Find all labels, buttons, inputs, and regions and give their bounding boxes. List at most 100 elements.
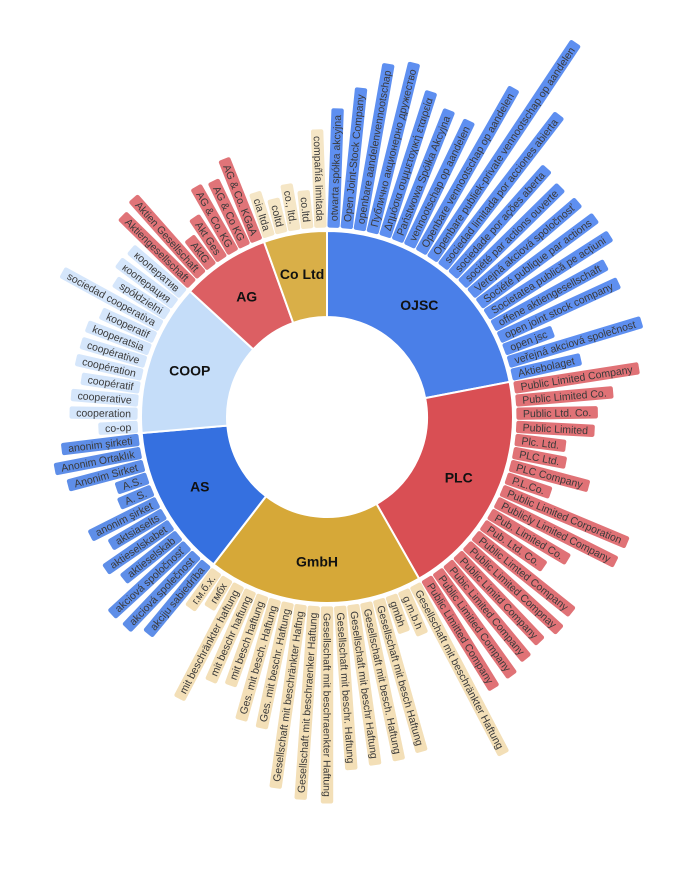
leaf-bar[interactable]: coltd — [266, 196, 289, 235]
leaf-bar[interactable]: co-op — [97, 419, 139, 436]
leaf-rect[interactable] — [479, 519, 548, 573]
leaf-rect[interactable] — [333, 604, 359, 772]
leaf-rect[interactable] — [173, 581, 245, 702]
leaf-rect[interactable] — [415, 85, 520, 256]
leaf-rect[interactable] — [114, 257, 179, 310]
parent-arc[interactable] — [212, 494, 421, 604]
leaf-rect[interactable] — [490, 258, 610, 332]
leaf-bar[interactable]: otwarta spółka akcyjna — [326, 107, 345, 229]
leaf-rect[interactable] — [372, 597, 429, 754]
leaf-rect[interactable] — [218, 156, 263, 244]
leaf-rect[interactable] — [266, 196, 289, 235]
leaf-rect[interactable] — [59, 266, 165, 332]
leaf-rect[interactable] — [339, 86, 368, 230]
leaf-rect[interactable] — [385, 592, 411, 635]
leaf-rect[interactable] — [248, 190, 276, 239]
leaf-rect[interactable] — [293, 604, 321, 801]
leaf-bar[interactable]: Public Ltd. Co. — [515, 405, 599, 421]
leaf-rect[interactable] — [493, 496, 619, 568]
leaf-rect[interactable] — [126, 244, 188, 299]
leaf-bar[interactable]: Plc. Ltd. — [513, 433, 568, 453]
leaf-bar[interactable]: cooperation — [68, 405, 139, 421]
leaf-rect[interactable] — [98, 307, 158, 344]
leaf-bar[interactable]: cooperative — [69, 388, 140, 408]
parent-arc[interactable] — [375, 380, 514, 580]
segment-coop[interactable]: COOP — [140, 289, 255, 435]
leaf-rect[interactable] — [501, 325, 556, 356]
leaf-rect[interactable] — [326, 107, 345, 229]
leaf-rect[interactable] — [447, 164, 552, 280]
leaf-rect[interactable] — [486, 508, 572, 566]
segment-co-ltd[interactable]: Co Ltd — [262, 229, 328, 325]
leaf-rect[interactable] — [60, 433, 141, 456]
leaf-rect[interactable] — [87, 496, 161, 542]
leaf-rect[interactable] — [442, 559, 532, 664]
leaf-rect[interactable] — [224, 592, 269, 689]
leaf-rect[interactable] — [471, 530, 577, 618]
segment-plc[interactable]: PLC — [375, 380, 514, 580]
leaf-rect[interactable] — [515, 405, 599, 421]
leaf-rect[interactable] — [184, 234, 217, 272]
parent-arc[interactable] — [262, 229, 328, 325]
segment-gmbh[interactable]: GmbH — [212, 494, 421, 604]
leaf-rect[interactable] — [496, 276, 622, 344]
leaf-rect[interactable] — [504, 471, 553, 500]
leaf-rect[interactable] — [352, 62, 396, 232]
leaf-rect[interactable] — [346, 603, 383, 767]
leaf-rect[interactable] — [509, 352, 583, 382]
leaf-rect[interactable] — [421, 574, 501, 692]
leaf-rect[interactable] — [101, 519, 175, 576]
leaf-bar[interactable]: co., ltd. — [279, 182, 302, 232]
leaf-rect[interactable] — [403, 118, 476, 250]
leaf-rect[interactable] — [68, 405, 139, 421]
leaf-rect[interactable] — [53, 446, 143, 476]
leaf-rect[interactable] — [514, 385, 615, 408]
leaf-rect[interactable] — [365, 61, 421, 235]
leaf-rect[interactable] — [207, 178, 251, 250]
leaf-rect[interactable] — [184, 567, 222, 613]
leaf-rect[interactable] — [190, 183, 239, 256]
leaf-rect[interactable] — [121, 550, 202, 634]
leaf-rect[interactable] — [84, 319, 153, 357]
leaf-rect[interactable] — [499, 484, 631, 549]
leaf-rect[interactable] — [483, 230, 614, 321]
segment-ojsc[interactable]: OJSC — [326, 229, 511, 400]
leaf-rect[interactable] — [79, 371, 142, 395]
leaf-rect[interactable] — [409, 581, 510, 757]
leaf-rect[interactable] — [142, 559, 212, 639]
leaf-rect[interactable] — [426, 39, 582, 264]
leaf-rect[interactable] — [432, 567, 518, 680]
leaf-rect[interactable] — [512, 361, 641, 395]
leaf-rect[interactable] — [66, 459, 146, 492]
leaf-rect[interactable] — [204, 587, 257, 685]
leaf-bar[interactable]: Public Limited — [515, 419, 596, 438]
leaf-rect[interactable] — [107, 508, 168, 551]
leaf-rect[interactable] — [452, 550, 545, 647]
leaf-rect[interactable] — [437, 111, 565, 272]
leaf-rect[interactable] — [506, 315, 644, 369]
leaf-rect[interactable] — [296, 189, 315, 230]
leaf-rect[interactable] — [74, 353, 145, 382]
leaf-rect[interactable] — [117, 211, 197, 290]
leaf-rect[interactable] — [203, 574, 233, 612]
leaf-rect[interactable] — [378, 89, 438, 239]
leaf-rect[interactable] — [255, 600, 295, 731]
leaf-rect[interactable] — [279, 182, 302, 232]
leaf-rect[interactable] — [320, 605, 335, 805]
leaf-rect[interactable] — [79, 336, 148, 369]
leaf-rect[interactable] — [128, 193, 207, 280]
leaf-rect[interactable] — [515, 419, 596, 438]
leaf-rect[interactable] — [119, 530, 183, 585]
leaf-rect[interactable] — [310, 128, 328, 229]
leaf-rect[interactable] — [466, 197, 583, 300]
leaf-bar[interactable]: compañía limitada — [310, 128, 328, 229]
leaf-bar[interactable]: A.S. — [114, 471, 150, 495]
leaf-rect[interactable] — [475, 212, 600, 310]
leaf-rect[interactable] — [234, 597, 282, 723]
leaf-rect[interactable] — [513, 433, 568, 453]
leaf-rect[interactable] — [268, 603, 308, 790]
leaf-rect[interactable] — [107, 540, 192, 620]
leaf-rect[interactable] — [116, 484, 155, 511]
leaf-rect[interactable] — [508, 459, 591, 493]
leaf-rect[interactable] — [457, 182, 566, 289]
